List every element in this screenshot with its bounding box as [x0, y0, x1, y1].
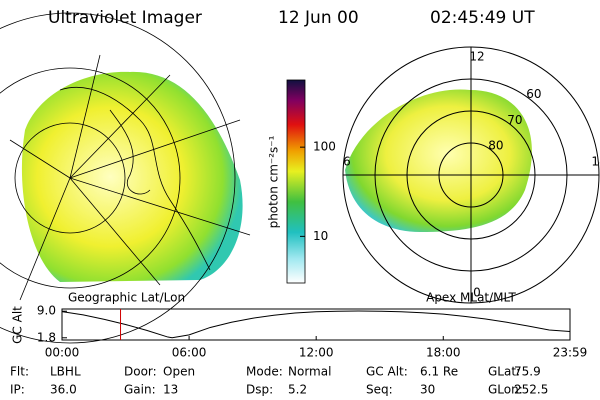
mlt-label: 18: [591, 155, 600, 169]
x-tick-label: 00:00: [45, 346, 80, 360]
colorbar-tick-label: 10: [313, 229, 328, 243]
info-panel: Flt: LBHL Door: Open Mode: Normal GC Alt: 6.1 R…: [10, 365, 548, 397]
info-value: 5.2: [288, 383, 307, 397]
y-axis-label: GC Alt: [11, 306, 25, 344]
y-tick-label: 1.8: [37, 330, 56, 344]
x-tick-label: 12:00: [299, 346, 334, 360]
info-value: 6.1 Re: [420, 365, 458, 379]
info-label: GLat:: [488, 365, 520, 379]
info-value: Normal: [288, 365, 331, 379]
colorbar-label: photon cm⁻²s⁻¹: [267, 135, 281, 228]
info-label: GLon:: [488, 383, 523, 397]
info-label: Dsp:: [246, 383, 273, 397]
colorbar: [286, 79, 306, 284]
x-tick-label: 06:00: [172, 346, 207, 360]
map-label: Geographic Lat/Lon: [68, 291, 185, 305]
info-label: Gain:: [124, 383, 156, 397]
x-tick-label: 18:00: [426, 346, 461, 360]
date: 12 Jun 00: [278, 8, 359, 28]
polar-plot: 807060121860: [342, 46, 600, 304]
info-value: Open: [163, 365, 195, 379]
ring-label: 70: [507, 113, 522, 127]
info-label: Flt:: [10, 365, 29, 379]
ring-label: 60: [526, 87, 541, 101]
altitude-line: [61, 310, 571, 339]
info-value: 36.0: [50, 383, 77, 397]
mlt-label: 12: [469, 50, 484, 64]
colorbar-tick-label: 100: [313, 140, 336, 154]
x-tick-label: 23:59: [553, 346, 588, 360]
geo-map: Geographic Lat/Lon: [0, 12, 251, 344]
mlt-label: 6: [343, 155, 351, 169]
info-value: 75.9: [514, 365, 541, 379]
title: Ultraviolet Imager: [48, 8, 202, 28]
info-value: 252.5: [514, 383, 548, 397]
polar-label: Apex MLat/MLT: [426, 291, 516, 305]
info-label: GC Alt:: [366, 365, 408, 379]
ring-label: 80: [488, 139, 503, 153]
mlt-label: 0: [473, 286, 481, 300]
info-label: Door:: [124, 365, 157, 379]
info-value: 30: [420, 383, 435, 397]
info-value: LBHL: [50, 365, 81, 379]
plot-frame: [61, 308, 571, 341]
y-tick-label: 9.0: [37, 304, 56, 318]
time: 02:45:49 UT: [430, 8, 535, 28]
info-label: IP:: [10, 383, 25, 397]
info-value: 13: [163, 383, 178, 397]
info-label: Seq:: [366, 383, 393, 397]
info-label: Mode:: [246, 365, 283, 379]
